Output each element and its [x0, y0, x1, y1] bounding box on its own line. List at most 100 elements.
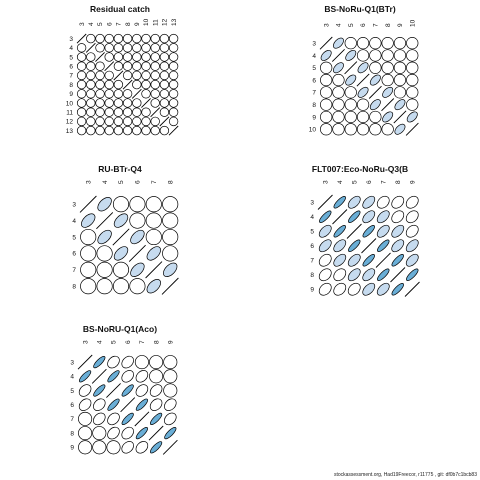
- corr-ellipse: [168, 70, 179, 81]
- corr-ellipse: [162, 196, 179, 213]
- corr-ellipse: [150, 116, 160, 127]
- row-tick-label: 5: [310, 229, 314, 236]
- corr-ellipse: [95, 70, 105, 81]
- corr-ellipse: [113, 107, 124, 117]
- corr-ellipse: [141, 79, 151, 90]
- corr-ellipse: [86, 70, 96, 81]
- corr-ellipse: [86, 89, 96, 99]
- corr-ellipse: [168, 116, 179, 127]
- col-tick-label: 4: [102, 180, 109, 184]
- corr-ellipse: [86, 98, 96, 108]
- corr-ellipse: [391, 195, 405, 209]
- corr-ellipse: [348, 210, 361, 223]
- col-tick-label: 3: [322, 180, 329, 184]
- corr-ellipse: [122, 125, 133, 136]
- corr-ellipse: [76, 125, 87, 136]
- col-tick-label: 9: [168, 340, 175, 344]
- col-tick-label: 8: [125, 22, 132, 26]
- corr-ellipse: [381, 37, 394, 50]
- col-tick-label: 7: [151, 180, 158, 184]
- corr-ellipse: [150, 89, 160, 99]
- corr-ellipse: [129, 278, 146, 295]
- corr-ellipse: [135, 384, 149, 397]
- corr-ellipse: [107, 370, 120, 383]
- corr-ellipse: [369, 49, 382, 62]
- corr-ellipse: [162, 245, 179, 262]
- corr-ellipse: [135, 427, 148, 440]
- col-tick-label: 6: [135, 180, 142, 184]
- corr-ellipse: [145, 212, 162, 229]
- row-tick-label: 8: [72, 284, 76, 291]
- corr-ellipse: [405, 195, 419, 209]
- diagonal-mark: [150, 107, 161, 118]
- row-tick-label: 8: [312, 102, 316, 109]
- corr-ellipse: [333, 282, 347, 296]
- corr-ellipse: [344, 123, 357, 136]
- corr-ellipse: [132, 70, 142, 81]
- corr-ellipse: [132, 98, 142, 108]
- corr-ellipse: [150, 79, 160, 90]
- corr-ellipse: [107, 412, 120, 426]
- corr-ellipse: [121, 355, 134, 369]
- corr-ellipse: [122, 107, 133, 117]
- corr-ellipse: [159, 43, 170, 53]
- corr-ellipse: [113, 98, 124, 108]
- row-tick-label: 10: [309, 127, 317, 134]
- diagonal-mark: [161, 277, 179, 295]
- corr-ellipse: [141, 33, 151, 44]
- corr-ellipse: [150, 52, 160, 62]
- corr-ellipse: [159, 125, 170, 136]
- corr-ellipse: [150, 43, 160, 53]
- corr-ellipse: [86, 52, 96, 62]
- row-tick-label: 4: [72, 218, 76, 225]
- corr-ellipse: [406, 86, 419, 99]
- corr-ellipse: [141, 116, 151, 127]
- corr-ellipse: [76, 52, 87, 62]
- corr-ellipse: [150, 70, 160, 81]
- corr-ellipse: [132, 79, 142, 90]
- corr-ellipse: [356, 110, 370, 124]
- corr-ellipse: [168, 43, 179, 53]
- corr-ellipse: [95, 33, 105, 44]
- corr-ellipse: [141, 61, 151, 71]
- row-tick-label: 6: [72, 251, 76, 258]
- corr-ellipse: [362, 195, 376, 209]
- col-tick-label: 5: [111, 340, 118, 344]
- corr-ellipse: [150, 98, 160, 108]
- corr-ellipse: [164, 427, 177, 440]
- corr-ellipse: [107, 398, 120, 411]
- corr-ellipse: [113, 61, 124, 71]
- corr-ellipse: [163, 262, 178, 277]
- corr-ellipse: [121, 370, 134, 383]
- row-tick-label: 7: [312, 90, 316, 97]
- corr-ellipse: [159, 52, 170, 62]
- corr-ellipse: [382, 86, 394, 98]
- col-tick-label: 12: [162, 18, 169, 26]
- row-tick-label: 8: [69, 82, 73, 89]
- corr-ellipse: [333, 196, 346, 209]
- corr-ellipse: [318, 224, 332, 238]
- corr-ellipse: [132, 43, 142, 53]
- corr-ellipse: [318, 268, 332, 282]
- diagonal-mark: [393, 110, 407, 124]
- col-tick-label: 9: [397, 23, 404, 27]
- corr-ellipse: [168, 89, 179, 99]
- col-tick-label: 4: [97, 340, 104, 344]
- corr-ellipse: [97, 197, 112, 212]
- diagonal-mark: [104, 61, 115, 72]
- panel-title: RU-BTr-Q4: [98, 164, 142, 174]
- corr-ellipse: [162, 212, 179, 229]
- row-tick-label: 10: [66, 100, 74, 107]
- corr-ellipse: [332, 73, 345, 87]
- row-tick-label: 7: [70, 416, 74, 423]
- col-tick-label: 7: [116, 22, 123, 26]
- corr-ellipse: [382, 111, 394, 123]
- row-tick-label: 4: [312, 53, 316, 60]
- corr-ellipse: [149, 398, 163, 411]
- diagonal-mark: [79, 195, 97, 213]
- corr-ellipse: [132, 52, 142, 62]
- diagonal-mark: [76, 33, 87, 44]
- corr-ellipse: [333, 225, 346, 238]
- corr-ellipse: [132, 33, 142, 44]
